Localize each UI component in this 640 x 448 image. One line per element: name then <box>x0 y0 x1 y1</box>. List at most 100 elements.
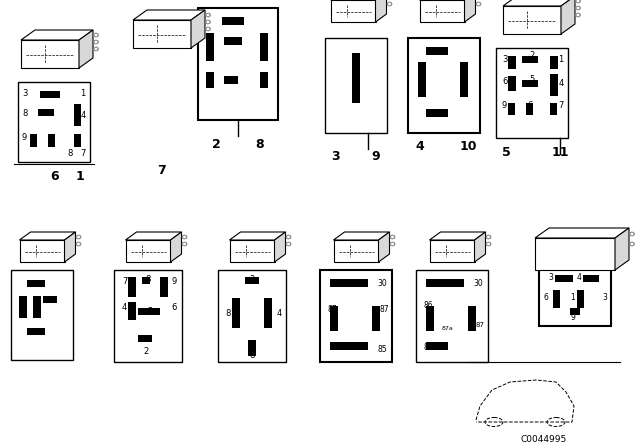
Ellipse shape <box>286 242 291 246</box>
Text: 3: 3 <box>502 55 508 64</box>
Ellipse shape <box>630 243 634 245</box>
Text: 3: 3 <box>603 293 607 302</box>
Polygon shape <box>378 232 390 262</box>
Bar <box>416 270 488 362</box>
Text: 7: 7 <box>80 150 86 159</box>
Ellipse shape <box>207 14 209 16</box>
Polygon shape <box>503 6 561 34</box>
Ellipse shape <box>207 28 209 30</box>
Text: 6: 6 <box>51 169 60 182</box>
Polygon shape <box>230 240 275 262</box>
Polygon shape <box>230 232 285 240</box>
Ellipse shape <box>287 243 290 245</box>
Bar <box>38 109 54 116</box>
Ellipse shape <box>95 48 97 50</box>
Bar <box>460 62 468 97</box>
Polygon shape <box>133 10 205 20</box>
Bar <box>408 38 480 133</box>
Polygon shape <box>191 10 205 48</box>
Text: 7: 7 <box>157 164 166 177</box>
Polygon shape <box>79 30 93 68</box>
Bar <box>33 296 41 318</box>
Bar <box>550 56 558 69</box>
Polygon shape <box>19 240 65 262</box>
Text: 2: 2 <box>212 138 220 151</box>
Ellipse shape <box>487 236 490 238</box>
Text: 5: 5 <box>147 307 152 316</box>
Ellipse shape <box>95 41 97 43</box>
Bar <box>245 277 259 284</box>
Text: 11: 11 <box>551 146 569 159</box>
Text: 85: 85 <box>424 343 434 352</box>
Bar <box>539 268 611 326</box>
Text: 4: 4 <box>415 141 424 154</box>
Text: 9: 9 <box>372 151 380 164</box>
Bar <box>570 308 580 315</box>
Polygon shape <box>133 20 191 48</box>
Bar <box>426 109 448 117</box>
Ellipse shape <box>630 233 634 235</box>
Text: 9: 9 <box>21 134 27 142</box>
Bar <box>224 76 238 84</box>
Ellipse shape <box>575 0 580 3</box>
Ellipse shape <box>486 242 491 246</box>
Text: 9: 9 <box>571 314 575 323</box>
Text: 8: 8 <box>256 138 264 151</box>
Ellipse shape <box>76 235 81 239</box>
Text: 7: 7 <box>122 277 127 287</box>
Polygon shape <box>330 0 376 22</box>
Bar <box>138 335 152 342</box>
Bar <box>522 80 538 87</box>
Polygon shape <box>333 232 390 240</box>
Text: 4: 4 <box>276 310 282 319</box>
Bar <box>114 270 182 362</box>
Text: 3: 3 <box>22 90 28 99</box>
Ellipse shape <box>630 232 634 236</box>
Bar <box>74 104 81 126</box>
Text: 5: 5 <box>502 146 510 159</box>
Bar <box>232 298 240 328</box>
Polygon shape <box>474 232 486 262</box>
Text: C0044995: C0044995 <box>521 435 567 444</box>
Bar <box>260 72 268 88</box>
Text: 4: 4 <box>577 273 581 283</box>
Bar <box>198 8 278 120</box>
Text: 3: 3 <box>331 151 339 164</box>
Text: 8: 8 <box>22 109 28 119</box>
Text: 30: 30 <box>377 279 387 288</box>
Ellipse shape <box>486 235 491 239</box>
Ellipse shape <box>182 235 187 239</box>
Text: 4: 4 <box>122 303 127 313</box>
Bar <box>508 103 515 115</box>
Text: 8: 8 <box>145 276 150 284</box>
Ellipse shape <box>77 236 80 238</box>
Bar <box>40 91 60 98</box>
Text: 85: 85 <box>377 345 387 354</box>
Ellipse shape <box>630 242 634 246</box>
Bar <box>325 38 387 133</box>
Bar <box>206 33 214 61</box>
Polygon shape <box>535 238 615 270</box>
Text: 4: 4 <box>558 79 564 89</box>
Ellipse shape <box>77 243 80 245</box>
Polygon shape <box>275 232 285 262</box>
Bar <box>496 48 568 138</box>
Text: 8: 8 <box>225 310 230 319</box>
Text: 5: 5 <box>529 74 534 83</box>
Ellipse shape <box>182 242 187 246</box>
Bar <box>508 56 516 69</box>
Ellipse shape <box>207 21 209 23</box>
Text: 6: 6 <box>527 102 532 111</box>
Ellipse shape <box>577 7 579 9</box>
Ellipse shape <box>575 6 580 10</box>
Ellipse shape <box>95 34 97 36</box>
Text: 3: 3 <box>548 273 554 283</box>
Ellipse shape <box>547 418 565 426</box>
Bar <box>320 270 392 362</box>
Bar <box>426 342 448 350</box>
Bar <box>48 134 55 147</box>
Text: 87a: 87a <box>442 326 454 331</box>
Bar <box>426 306 434 331</box>
Bar <box>550 74 558 96</box>
Ellipse shape <box>76 242 81 246</box>
